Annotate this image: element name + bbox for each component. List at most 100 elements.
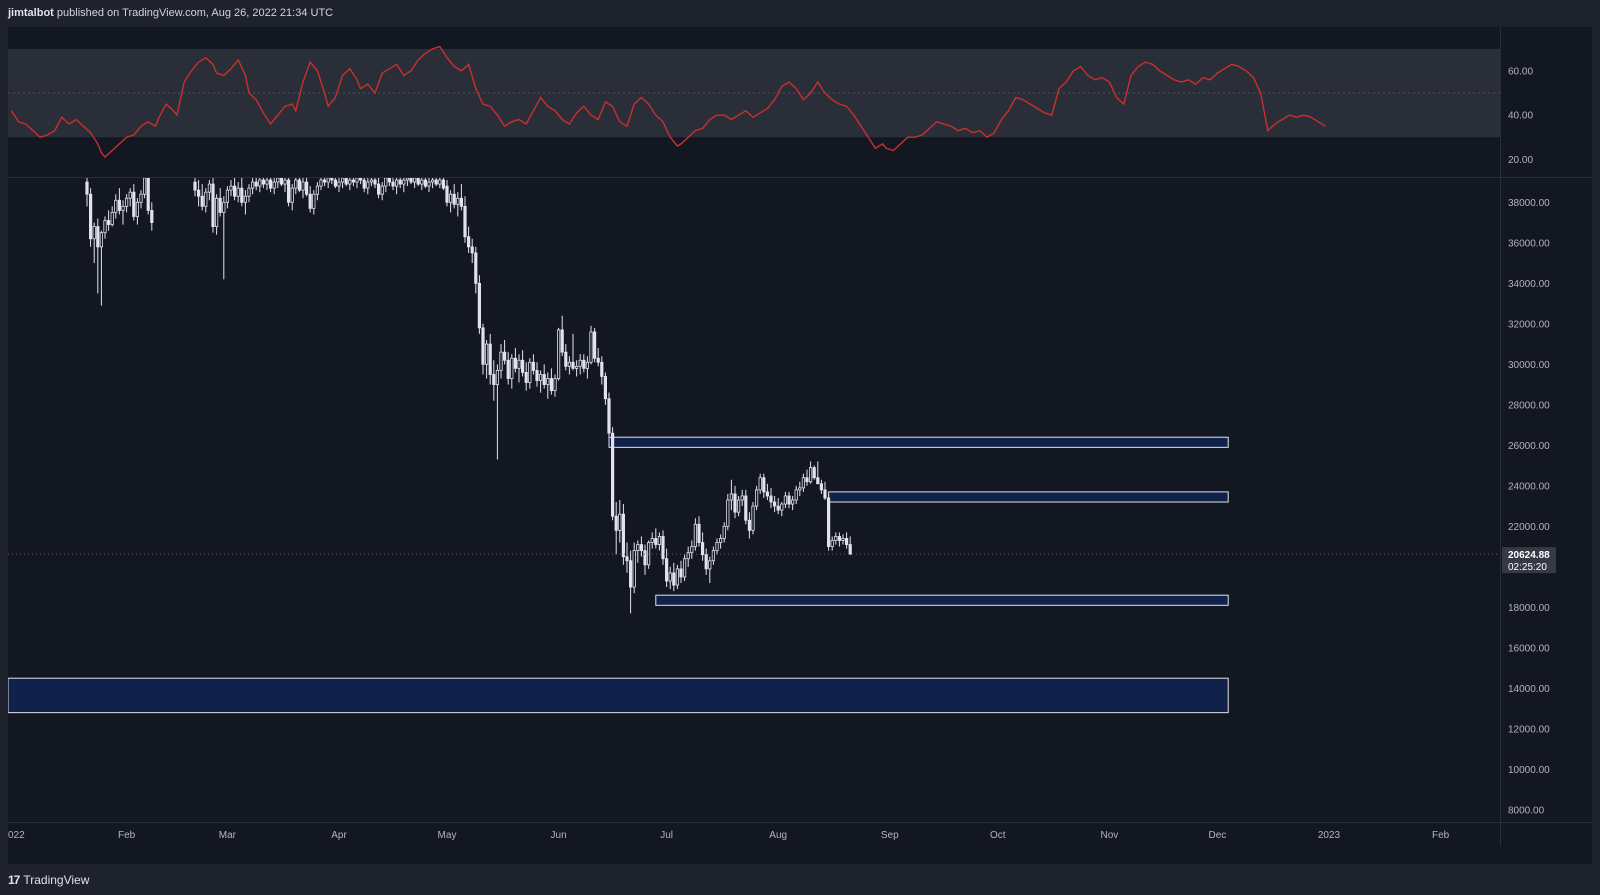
- candle-body[interactable]: [110, 212, 114, 225]
- tradingview-logo[interactable]: 17 TradingView: [8, 873, 89, 887]
- candle-body[interactable]: [611, 432, 615, 517]
- candle-body[interactable]: [593, 331, 597, 359]
- candle-body[interactable]: [387, 178, 392, 183]
- candle-body[interactable]: [686, 552, 690, 560]
- candle-body[interactable]: [567, 361, 572, 367]
- candle-body[interactable]: [261, 179, 265, 185]
- candle-body[interactable]: [125, 197, 129, 207]
- zone-box[interactable]: [8, 677, 1229, 714]
- last-price-tag[interactable]: [1502, 547, 1556, 574]
- candle-body[interactable]: [639, 544, 644, 552]
- candle-body[interactable]: [337, 181, 341, 187]
- candle-body[interactable]: [258, 179, 262, 187]
- candle-body[interactable]: [283, 179, 287, 185]
- candle-body[interactable]: [279, 178, 284, 185]
- candle-body[interactable]: [265, 179, 269, 185]
- candle-body[interactable]: [322, 179, 327, 183]
- candle-body[interactable]: [765, 491, 770, 497]
- candle-body[interactable]: [427, 181, 431, 187]
- candle-body[interactable]: [657, 536, 662, 545]
- candle-body[interactable]: [719, 538, 723, 543]
- candle-body[interactable]: [268, 179, 273, 189]
- candle-body[interactable]: [326, 178, 330, 183]
- candle-body[interactable]: [524, 372, 528, 383]
- candle-body[interactable]: [373, 179, 377, 185]
- candle-body[interactable]: [668, 572, 672, 582]
- candle-body[interactable]: [841, 538, 845, 541]
- candle-body[interactable]: [823, 489, 827, 499]
- candle-body[interactable]: [196, 189, 201, 197]
- candle-body[interactable]: [830, 540, 834, 547]
- candle-body[interactable]: [679, 568, 683, 578]
- candle-body[interactable]: [722, 525, 726, 539]
- candle-body[interactable]: [747, 519, 752, 531]
- candle-body[interactable]: [791, 499, 795, 505]
- candle-body[interactable]: [247, 187, 251, 197]
- candle-body[interactable]: [369, 179, 374, 183]
- candle-body[interactable]: [816, 477, 820, 485]
- candle-body[interactable]: [758, 477, 762, 491]
- candle-body[interactable]: [819, 483, 824, 491]
- candle-body[interactable]: [430, 179, 435, 183]
- candle-body[interactable]: [614, 515, 618, 531]
- candle-body[interactable]: [546, 378, 550, 385]
- candle-body[interactable]: [301, 181, 305, 191]
- candle-body[interactable]: [135, 201, 139, 217]
- candle-body[interactable]: [232, 185, 237, 197]
- candle-body[interactable]: [297, 179, 302, 191]
- candle-body[interactable]: [308, 193, 312, 209]
- candle-body[interactable]: [762, 477, 766, 493]
- candle-body[interactable]: [132, 191, 136, 217]
- candle-body[interactable]: [632, 550, 636, 588]
- candle-body[interactable]: [200, 195, 204, 207]
- candle-body[interactable]: [553, 378, 557, 392]
- candle-body[interactable]: [150, 210, 154, 223]
- candle-body[interactable]: [643, 550, 647, 566]
- candle-body[interactable]: [211, 183, 215, 228]
- chart-svg[interactable]: 60.00 40.00 20.00 38000.00 36000.00 34000.00 3…: [8, 27, 1592, 864]
- candle-body[interactable]: [355, 178, 359, 183]
- candle-body[interactable]: [675, 568, 680, 586]
- candle-body[interactable]: [333, 179, 338, 187]
- candle-body[interactable]: [218, 197, 222, 213]
- candle-body[interactable]: [564, 351, 568, 367]
- zone-box[interactable]: [828, 491, 1229, 503]
- candle-body[interactable]: [204, 191, 208, 207]
- candle-body[interactable]: [672, 572, 676, 586]
- candle-body[interactable]: [693, 523, 698, 547]
- candle-body[interactable]: [711, 550, 716, 562]
- candle-body[interactable]: [690, 546, 694, 554]
- candle-body[interactable]: [240, 187, 244, 203]
- candle-body[interactable]: [402, 179, 406, 185]
- candle-body[interactable]: [229, 185, 233, 191]
- candle-body[interactable]: [773, 501, 777, 507]
- candle-body[interactable]: [250, 181, 255, 189]
- candle-body[interactable]: [351, 179, 356, 183]
- candle-body[interactable]: [103, 220, 107, 234]
- candle-body[interactable]: [394, 179, 399, 187]
- candle-body[interactable]: [607, 398, 611, 434]
- candle-body[interactable]: [809, 467, 813, 483]
- candle-body[interactable]: [358, 178, 363, 181]
- candle-body[interactable]: [438, 179, 442, 185]
- candle-body[interactable]: [578, 359, 582, 367]
- candle-body[interactable]: [492, 374, 496, 385]
- candle-body[interactable]: [600, 361, 604, 377]
- candle-body[interactable]: [510, 357, 514, 379]
- candle-body[interactable]: [798, 487, 802, 491]
- candle-body[interactable]: [85, 181, 89, 195]
- candle-body[interactable]: [99, 232, 103, 248]
- candle-body[interactable]: [517, 359, 521, 369]
- candle-body[interactable]: [416, 178, 420, 185]
- candle-body[interactable]: [315, 185, 320, 195]
- candle-body[interactable]: [618, 513, 622, 531]
- candle-body[interactable]: [272, 181, 276, 189]
- candle-body[interactable]: [214, 197, 219, 228]
- candle-body[interactable]: [89, 193, 93, 240]
- chart-area[interactable]: 60.00 40.00 20.00 38000.00 36000.00 34000.00 3…: [8, 27, 1592, 864]
- candle-body[interactable]: [344, 178, 348, 185]
- candle-body[interactable]: [452, 193, 456, 205]
- candle-body[interactable]: [740, 495, 744, 501]
- candle-body[interactable]: [142, 178, 147, 195]
- candle-body[interactable]: [290, 187, 294, 203]
